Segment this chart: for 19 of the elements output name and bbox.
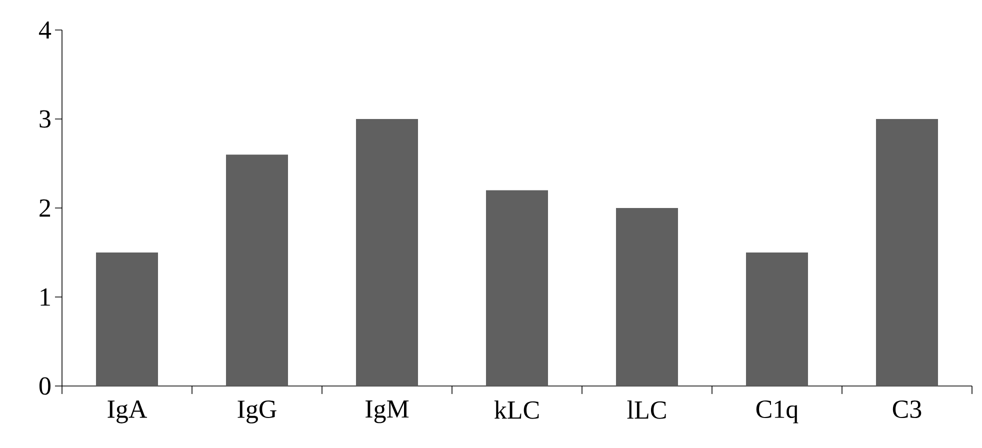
y-tick-label: 0 [39,377,50,395]
bar [486,190,548,386]
y-tick-label: 2 [40,199,50,217]
x-tick-label: IgM [366,400,409,424]
x-tick-label: IgA [108,400,148,424]
x-tick-label: lLC [627,400,666,419]
x-tick-label: IgG [238,400,276,424]
y-tick-label: 4 [38,21,52,39]
bar [876,119,938,386]
bar [746,252,808,386]
x-tick-label: C3 [892,400,922,418]
y-tick-label: 1 [40,288,50,306]
x-tick-label: C1q [756,400,798,424]
y-tick-label: 3 [40,110,50,128]
x-tick-label: kLC [494,400,539,419]
bar [96,252,158,386]
bar [616,208,678,386]
bar [226,154,288,386]
bar [356,119,418,386]
